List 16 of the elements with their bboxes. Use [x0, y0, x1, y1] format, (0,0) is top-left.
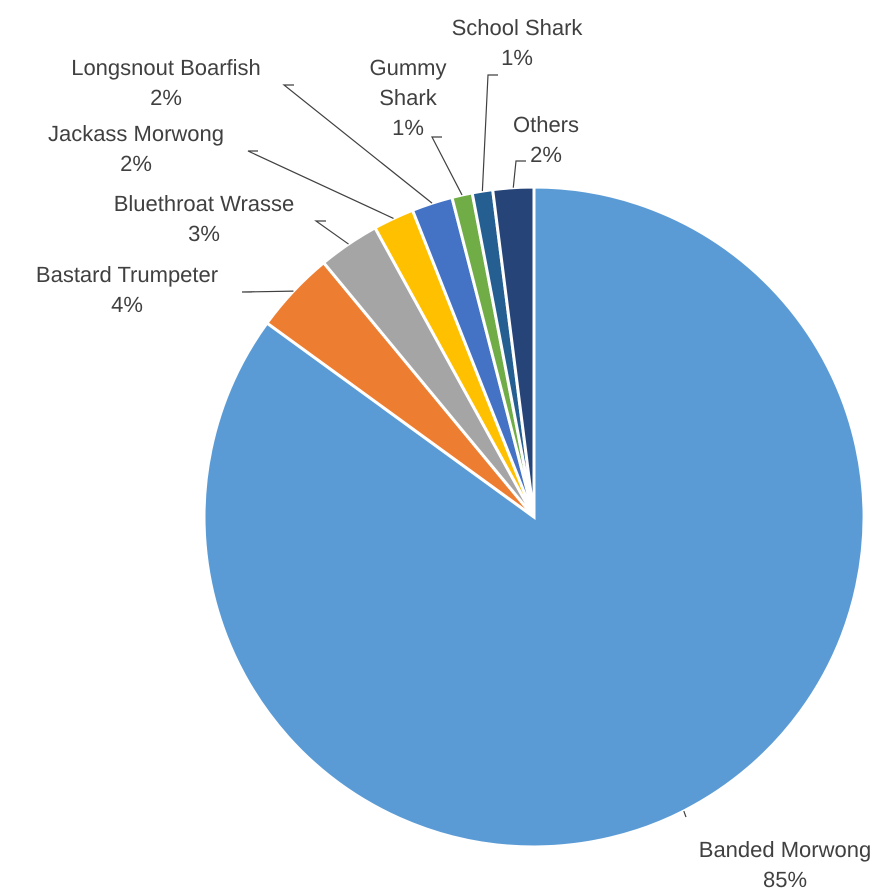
slice-label: School Shark [452, 15, 584, 40]
data-label: 1% [501, 45, 533, 70]
slice-label: Bluethroat Wrasse [114, 191, 294, 216]
data-label: 4% [111, 292, 143, 317]
data-label: 2% [530, 142, 562, 167]
data-label: 85% [762, 867, 808, 890]
slice-label: Gummy Shark [370, 55, 446, 110]
slice-label: Others [512, 112, 580, 137]
slice-label: Longsnout Boarfish [71, 55, 261, 80]
data-label: 2% [120, 151, 152, 176]
data-label: 2% [150, 85, 182, 110]
data-label: 1% [392, 115, 424, 140]
slice-label: Banded Morwong [698, 837, 872, 862]
slice-label: Jackass Morwong [48, 121, 224, 146]
data-label: 3% [188, 221, 220, 246]
slice-label: Bastard Trumpeter [36, 262, 218, 287]
